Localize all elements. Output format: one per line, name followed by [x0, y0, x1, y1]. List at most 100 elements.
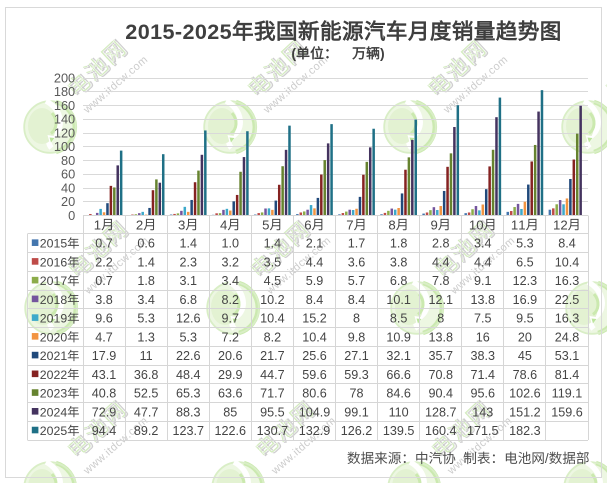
svg-text:4.4: 4.4: [306, 255, 324, 269]
svg-text:0: 0: [195, 19, 207, 44]
svg-text:12.3: 12.3: [513, 274, 538, 288]
svg-text:0: 0: [47, 368, 54, 382]
svg-text:1: 1: [53, 293, 60, 307]
svg-text:2: 2: [40, 405, 47, 419]
svg-text:47.7: 47.7: [134, 405, 159, 419]
svg-text:36.8: 36.8: [134, 368, 159, 382]
svg-text:8.4: 8.4: [306, 293, 324, 307]
svg-text:4.4: 4.4: [432, 255, 450, 269]
svg-text:1.7: 1.7: [348, 237, 366, 251]
svg-text:3: 3: [178, 217, 185, 232]
svg-text:0: 0: [476, 217, 483, 232]
svg-text:78: 78: [350, 387, 364, 401]
svg-text:1: 1: [53, 312, 60, 326]
svg-text:1: 1: [469, 217, 476, 232]
svg-text:4: 4: [60, 405, 67, 419]
svg-text:2.3: 2.3: [179, 255, 197, 269]
svg-text:16: 16: [476, 330, 490, 344]
svg-text:8: 8: [437, 312, 444, 326]
svg-text:122.6: 122.6: [215, 424, 247, 438]
svg-text:2: 2: [53, 424, 60, 438]
svg-text:0.6: 0.6: [137, 237, 155, 251]
svg-text:0: 0: [47, 405, 54, 419]
svg-text:0: 0: [47, 387, 54, 401]
svg-text:3.4: 3.4: [222, 274, 240, 288]
svg-text:90.4: 90.4: [428, 387, 453, 401]
svg-text:70.8: 70.8: [428, 368, 453, 382]
svg-text:2: 2: [182, 19, 194, 44]
svg-text:(: (: [291, 45, 296, 61]
svg-text:0: 0: [47, 312, 54, 326]
svg-text:43.1: 43.1: [92, 368, 117, 382]
svg-text:5: 5: [60, 237, 67, 251]
svg-text:1.3: 1.3: [137, 330, 155, 344]
svg-text:10.1: 10.1: [386, 293, 411, 307]
svg-text:13.8: 13.8: [471, 293, 496, 307]
svg-text:15.2: 15.2: [302, 312, 327, 326]
svg-text:1.4: 1.4: [179, 237, 197, 251]
svg-text:99.1: 99.1: [344, 405, 369, 419]
svg-text:9.6: 9.6: [95, 312, 113, 326]
svg-text:0: 0: [47, 424, 54, 438]
svg-text:0.7: 0.7: [95, 237, 113, 251]
svg-text:17.9: 17.9: [92, 349, 117, 363]
svg-text:7.5: 7.5: [474, 312, 492, 326]
svg-text:8.2: 8.2: [222, 293, 240, 307]
svg-text:3.5: 3.5: [264, 255, 282, 269]
svg-text:12.1: 12.1: [428, 293, 453, 307]
svg-text:4.7: 4.7: [95, 330, 113, 344]
svg-text:0: 0: [60, 330, 67, 344]
svg-text:110: 110: [389, 405, 409, 419]
svg-text:4: 4: [220, 217, 227, 232]
svg-text:35.7: 35.7: [428, 349, 453, 363]
svg-text:85: 85: [223, 405, 237, 419]
svg-text:16.3: 16.3: [555, 312, 580, 326]
svg-text:2: 2: [40, 330, 47, 344]
svg-text:7: 7: [60, 274, 67, 288]
svg-text:71.7: 71.7: [260, 387, 285, 401]
svg-text:7.8: 7.8: [432, 274, 450, 288]
svg-text:2: 2: [207, 19, 219, 44]
svg-text:3.2: 3.2: [222, 255, 240, 269]
svg-text:0: 0: [47, 293, 54, 307]
svg-text:20.6: 20.6: [218, 349, 243, 363]
svg-text:1.8: 1.8: [390, 237, 408, 251]
svg-text:71.4: 71.4: [471, 368, 496, 382]
svg-text:6: 6: [60, 255, 67, 269]
svg-text:159.6: 159.6: [551, 405, 583, 419]
svg-text:9: 9: [430, 217, 437, 232]
svg-text:10.4: 10.4: [555, 255, 580, 269]
svg-text:7: 7: [346, 217, 353, 232]
svg-text:21.7: 21.7: [260, 349, 285, 363]
svg-text:1: 1: [553, 217, 560, 232]
svg-text:1: 1: [518, 217, 525, 232]
svg-text:9.7: 9.7: [222, 312, 240, 326]
svg-text:9.5: 9.5: [516, 312, 534, 326]
svg-text:151.2: 151.2: [509, 405, 541, 419]
svg-text:0: 0: [47, 255, 54, 269]
svg-text:1: 1: [53, 255, 60, 269]
svg-text:1: 1: [511, 217, 518, 232]
svg-text:1: 1: [53, 237, 60, 251]
svg-text:5: 5: [60, 424, 67, 438]
svg-text:45: 45: [518, 349, 532, 363]
svg-text:60: 60: [61, 167, 75, 182]
svg-text:119.1: 119.1: [552, 387, 583, 401]
svg-text:10.4: 10.4: [260, 312, 285, 326]
svg-text:78.6: 78.6: [513, 368, 538, 382]
svg-text:2: 2: [40, 368, 47, 382]
svg-text:95.5: 95.5: [260, 405, 285, 419]
svg-text:3.4: 3.4: [137, 293, 155, 307]
svg-text:123.7: 123.7: [172, 424, 204, 438]
svg-text:2: 2: [53, 368, 60, 382]
svg-text:72.9: 72.9: [92, 405, 117, 419]
svg-text:2: 2: [53, 349, 60, 363]
svg-text:1: 1: [53, 274, 60, 288]
svg-text:24.8: 24.8: [555, 330, 580, 344]
svg-text:80.6: 80.6: [302, 387, 327, 401]
svg-text:2: 2: [40, 293, 47, 307]
svg-text:182.3: 182.3: [509, 424, 541, 438]
svg-text:8: 8: [388, 217, 395, 232]
svg-text:0: 0: [138, 19, 150, 44]
svg-text:20: 20: [518, 330, 532, 344]
